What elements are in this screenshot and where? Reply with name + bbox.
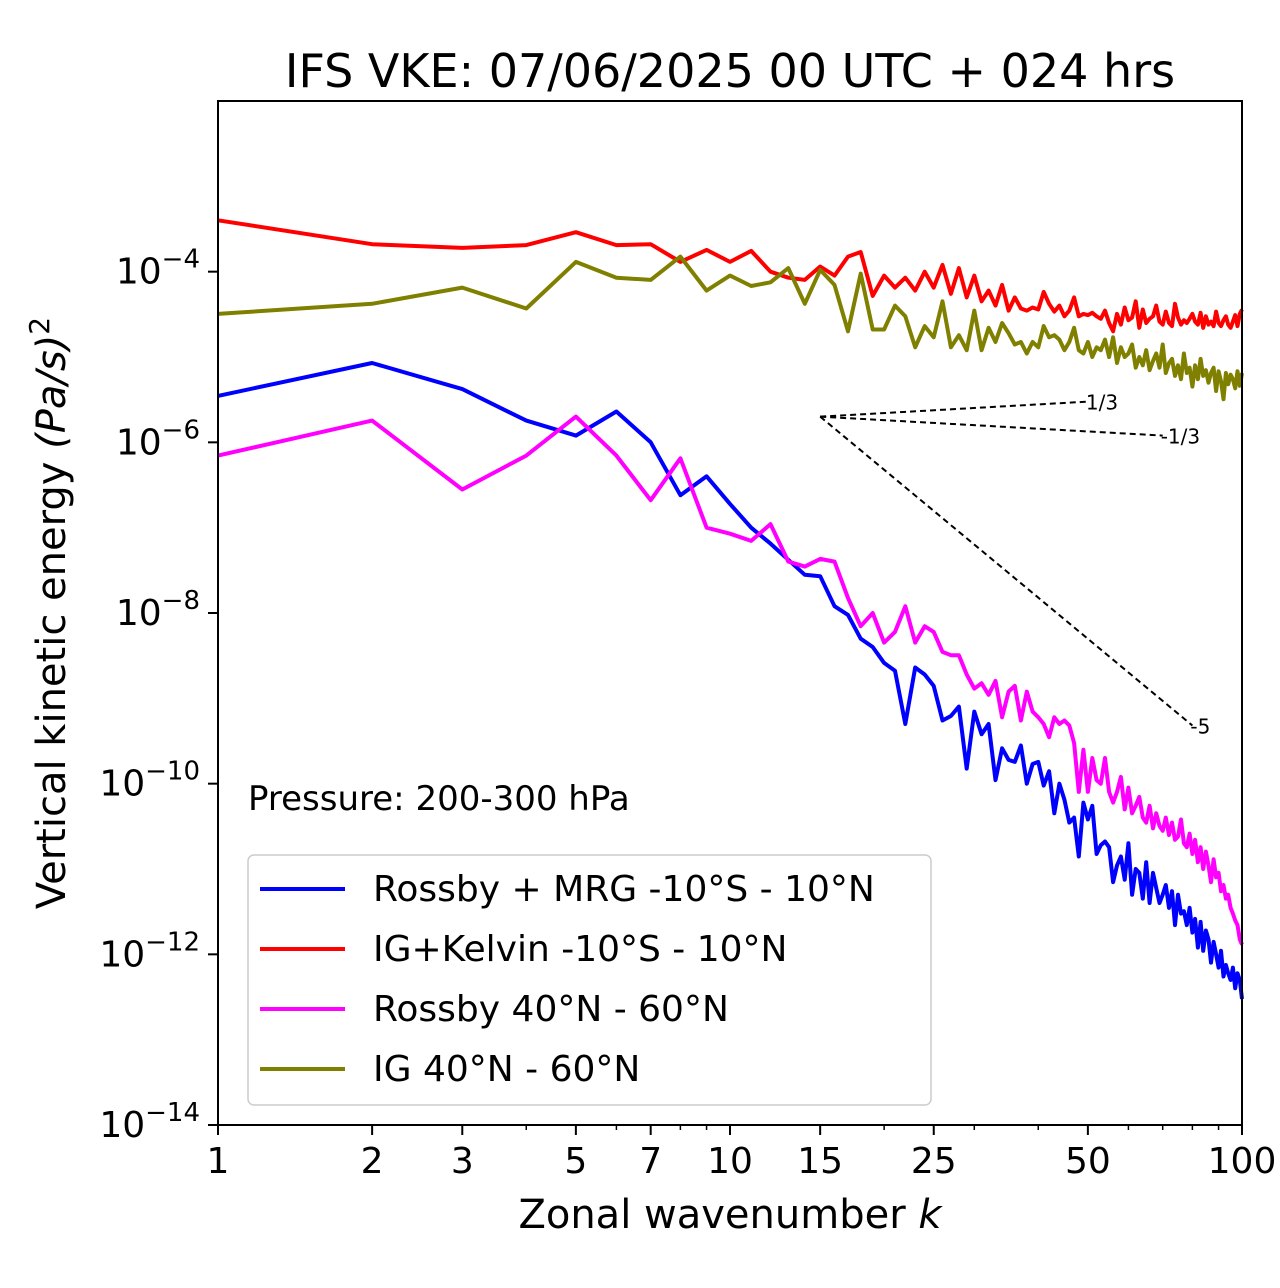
reference-label-1: 1/3: [1086, 391, 1118, 415]
legend-label-3: Rossby 40°N - 60°N: [373, 989, 729, 1030]
x-tick-label: 1: [207, 1141, 230, 1182]
reference-line-2: [820, 415, 1163, 437]
reference-line-1: [820, 400, 1088, 418]
y-axis-label: Vertical kinetic energy (Pa/s)2: [23, 317, 75, 909]
legend-entries: Rossby + MRG -10°S - 10°N IG+Kelvin -10°S…: [260, 869, 875, 1090]
y-axis-label-text: Vertical kinetic energy: [29, 462, 75, 910]
x-axis-label-var: k: [918, 1192, 943, 1238]
series-line-1: [217, 361, 1244, 1000]
reference-label-2: -1/3: [1161, 425, 1200, 449]
legend-label-2: IG+Kelvin -10°S - 10°N: [373, 929, 787, 970]
x-tick-label: 3: [451, 1141, 474, 1182]
x-tick-label: 2: [361, 1141, 384, 1182]
y-tick-label: 10−10: [99, 757, 200, 805]
y-tick-label: 10−12: [99, 927, 200, 975]
y-axis-label-unit-exp: 2: [23, 317, 56, 335]
legend: Rossby + MRG -10°S - 10°N IG+Kelvin -10°S…: [247, 854, 932, 1106]
legend-box: [247, 854, 932, 1106]
legend-label-1: Rossby + MRG -10°S - 10°N: [373, 869, 875, 910]
series-line-3: [217, 414, 1244, 946]
x-tick-label: 100: [1208, 1141, 1277, 1182]
x-axis-label: Zonal wavenumber k: [518, 1192, 943, 1238]
chart-title: IFS VKE: 07/06/2025 00 UTC + 024 hrs: [285, 44, 1175, 98]
reference-line-3: [819, 415, 1194, 727]
series-layer: [217, 218, 1244, 1000]
x-tick-label: 15: [797, 1141, 843, 1182]
series-line-2: [217, 218, 1244, 334]
series-line-4: [217, 254, 1244, 402]
y-tick-label: 10−8: [116, 586, 200, 634]
y-axis-ticks: 10−14 10−12 10−10 10−8 10−6 10−4: [99, 245, 218, 1146]
pressure-annotation: Pressure: 200-300 hPa: [248, 779, 630, 819]
reference-lines: 1/3 -1/3 -5: [819, 391, 1210, 739]
y-tick-label: 10−4: [116, 245, 200, 293]
y-tick-label: 10−14: [99, 1098, 200, 1146]
legend-label-4: IG 40°N - 60°N: [373, 1049, 640, 1090]
x-tick-label: 5: [564, 1141, 587, 1182]
x-tick-label: 10: [707, 1141, 753, 1182]
reference-label-3: -5: [1190, 715, 1210, 739]
x-axis-ticks: 1 2 3 5 7 10 15 25 50 100: [207, 1125, 1277, 1182]
x-axis-label-text: Zonal wavenumber: [518, 1192, 906, 1238]
y-tick-label: 10−6: [116, 415, 200, 463]
y-axis-label-unit: (Pa/s): [29, 335, 75, 449]
x-tick-label: 50: [1065, 1141, 1111, 1182]
x-tick-label: 7: [639, 1141, 662, 1182]
x-tick-label: 25: [911, 1141, 957, 1182]
